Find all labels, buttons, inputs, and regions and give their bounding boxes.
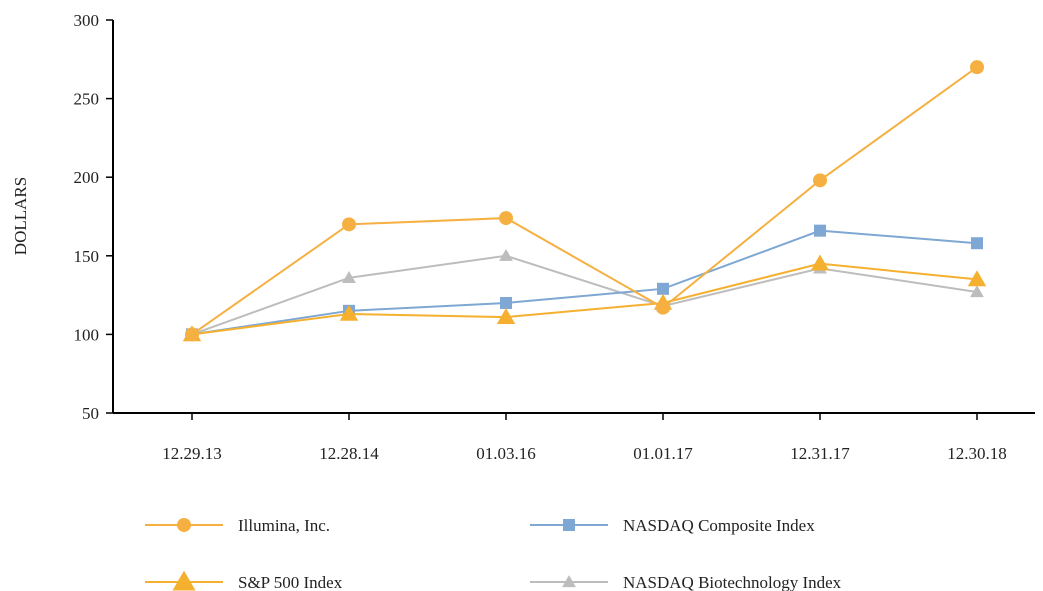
data-point bbox=[810, 254, 830, 271]
y-tick-label: 100 bbox=[74, 325, 100, 344]
x-tick-label: 12.29.13 bbox=[162, 444, 222, 463]
legend-marker bbox=[563, 519, 575, 531]
y-tick-label: 50 bbox=[82, 404, 99, 423]
legend-entry: NASDAQ Composite Index bbox=[530, 516, 815, 535]
series-line bbox=[191, 254, 978, 336]
legend-marker bbox=[177, 518, 191, 532]
series-line bbox=[191, 262, 978, 336]
y-tick-label: 150 bbox=[74, 247, 100, 266]
series-illumina-inc bbox=[185, 60, 984, 342]
x-tick-label: 12.30.18 bbox=[947, 444, 1007, 463]
legend-label: S&P 500 Index bbox=[238, 573, 343, 591]
data-point bbox=[500, 296, 512, 309]
y-tick-label: 200 bbox=[74, 168, 100, 187]
data-point bbox=[656, 300, 670, 315]
x-tick-label: 01.03.16 bbox=[476, 444, 536, 463]
data-point bbox=[339, 304, 359, 321]
series-line bbox=[191, 66, 978, 336]
data-point bbox=[970, 60, 984, 75]
series-s-p-500-index bbox=[182, 254, 987, 342]
legend-marker bbox=[562, 575, 576, 588]
legend-marker bbox=[172, 570, 196, 591]
x-tick-label: 12.28.14 bbox=[319, 444, 379, 463]
legend-entry: Illumina, Inc. bbox=[145, 516, 330, 535]
data-point bbox=[499, 211, 513, 226]
y-tick-label: 250 bbox=[74, 90, 100, 109]
series-nasdaq-composite-index bbox=[186, 224, 983, 341]
x-tick-label: 01.01.17 bbox=[633, 444, 693, 463]
y-tick-label: 300 bbox=[74, 11, 100, 30]
legend-label: NASDAQ Composite Index bbox=[623, 516, 815, 535]
y-axis-title: DOLLARS bbox=[11, 177, 30, 255]
data-point bbox=[499, 248, 513, 261]
legend-entry: NASDAQ Biotechnology Index bbox=[530, 573, 842, 591]
data-point bbox=[342, 217, 356, 232]
data-point bbox=[496, 307, 516, 324]
data-point bbox=[342, 270, 356, 283]
data-point bbox=[971, 237, 983, 250]
legend-label: Illumina, Inc. bbox=[238, 516, 330, 535]
data-point bbox=[970, 285, 984, 298]
data-point bbox=[813, 173, 827, 188]
data-point bbox=[967, 270, 987, 287]
data-point bbox=[185, 327, 199, 342]
x-tick-label: 12.31.17 bbox=[790, 444, 850, 463]
series-line bbox=[191, 229, 978, 336]
data-point bbox=[657, 282, 669, 295]
legend-label: NASDAQ Biotechnology Index bbox=[623, 573, 842, 591]
legend-entry: S&P 500 Index bbox=[145, 570, 343, 591]
data-point bbox=[814, 224, 826, 237]
